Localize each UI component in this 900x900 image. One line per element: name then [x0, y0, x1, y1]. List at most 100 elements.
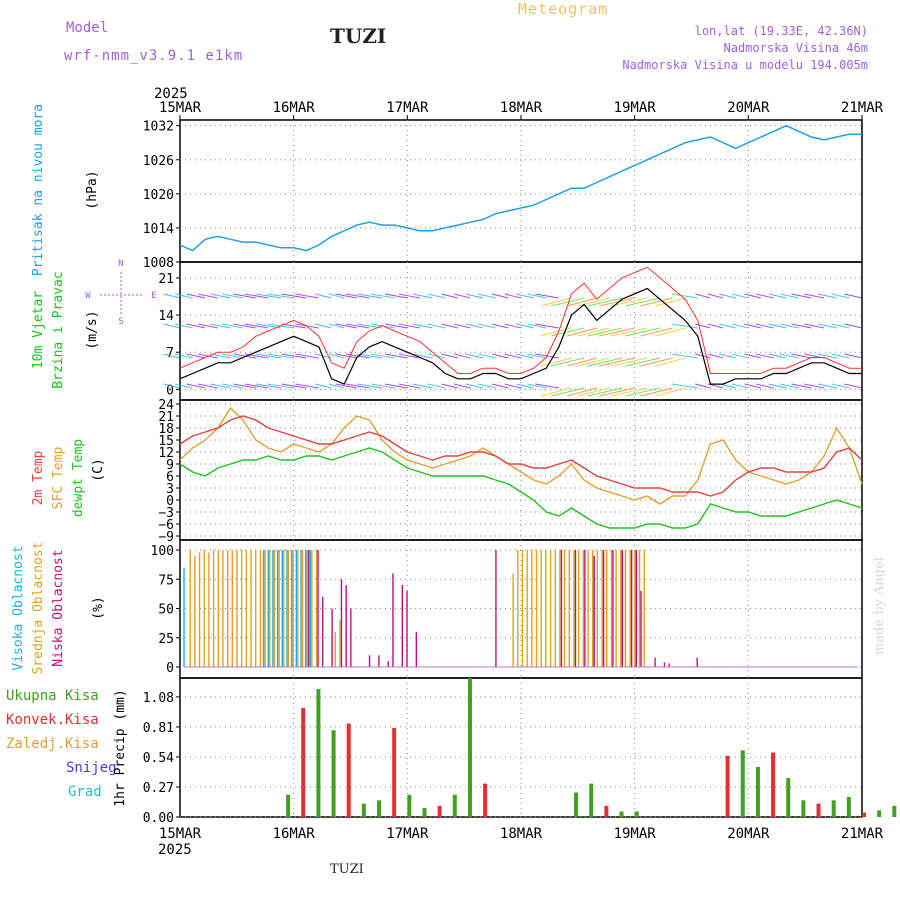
- wind-arrow-18-2: [384, 323, 408, 329]
- wind-arrow-2-0: [186, 383, 206, 389]
- pressure-line: [179, 124, 862, 252]
- wind-arrow-14-1: [335, 353, 357, 359]
- wind-arrow-28-0: [515, 383, 534, 389]
- wind-arrow-54-0: [844, 383, 863, 389]
- wind-arrow-8-1: [256, 353, 282, 359]
- wind-arrow-13-1: [328, 353, 345, 359]
- footer-station: TUZI: [330, 862, 364, 877]
- wind-arrow-14-0: [335, 383, 357, 389]
- wind-arrow-43-2: [707, 323, 724, 329]
- bottom-date-label-2: 17MAR: [386, 826, 429, 842]
- wind-arrow-54-1: [844, 353, 863, 359]
- wind-arrow-37-1: [610, 357, 648, 367]
- wind-arrow-21-2: [427, 323, 446, 329]
- precip-bar-22: [771, 752, 776, 817]
- wind-arrow-43-1: [707, 353, 724, 359]
- precip-tick-label-1: 0.27: [143, 781, 174, 796]
- wind-arrow-33-2: [567, 327, 597, 337]
- temp-tick-label-10: 21: [158, 410, 174, 425]
- wind-unit: (m/s): [85, 310, 100, 349]
- wind-arrow-30-3: [535, 293, 559, 299]
- wind-arrow-1-0: [174, 383, 193, 389]
- wind-arrow-9-3: [267, 293, 294, 299]
- wind-arrow-12-0: [315, 383, 332, 389]
- wind-arrow-19-2: [398, 323, 421, 329]
- wind-arrow-22-1: [441, 353, 458, 359]
- wind-arrow-1-2: [174, 323, 193, 329]
- wind-arrow-29-1: [527, 353, 547, 359]
- wind-arrow-48-0: [768, 383, 787, 389]
- wind-arrow-47-3: [755, 293, 774, 299]
- wind-arrow-24-0: [465, 383, 484, 389]
- wind-arrow-52-0: [817, 383, 837, 389]
- wind-arrow-18-0: [384, 383, 408, 389]
- precip-bar-2: [316, 689, 321, 817]
- temp-tick-label-6: 9: [166, 458, 174, 473]
- precip-bar-7: [392, 728, 397, 817]
- temp-tick-label-11: 24: [158, 398, 174, 413]
- wind-arrow-52-2: [817, 323, 837, 329]
- lonlat-label: lon,lat (19.33E, 42.36N): [694, 24, 868, 38]
- wind-arrow-19-0: [398, 383, 421, 389]
- precip-bar-29: [877, 810, 882, 817]
- wind-arrow-5-0: [221, 383, 244, 389]
- wind-arrow-53-1: [831, 353, 850, 359]
- wind-arrow-17-1: [371, 353, 395, 359]
- wind-arrow-29-3: [527, 293, 547, 299]
- wind-arrow-18-3: [384, 293, 408, 299]
- wind-arrow-40-1: [655, 357, 686, 367]
- wind-arrow-27-0: [504, 383, 522, 389]
- temp2m-line: [179, 415, 863, 497]
- wind-arrow-36-0: [598, 387, 635, 397]
- wind-arrow-25-3: [478, 293, 496, 299]
- product-title: Meteogram: [518, 0, 609, 18]
- wind-arrow-53-0: [831, 383, 850, 389]
- wind-arrow-11-1: [295, 353, 320, 359]
- wind-arrow-48-3: [768, 293, 787, 299]
- wind-arrow-50-3: [791, 293, 812, 299]
- wind-arrow-20-1: [412, 353, 433, 359]
- wind-arrow-47-0: [755, 383, 774, 389]
- wind-arrow-37-0: [610, 387, 648, 397]
- wind-arrow-38-2: [625, 327, 661, 337]
- wind-arrow-33-1: [567, 357, 597, 367]
- wind-arrow-41-2: [671, 323, 698, 329]
- wind-arrow-26-2: [491, 323, 509, 329]
- wind-arrow-10-0: [281, 383, 307, 389]
- wind-arrow-35-2: [587, 327, 623, 337]
- temp-tick-label-2: −3: [158, 506, 174, 521]
- wind-arrow-7-1: [244, 353, 269, 359]
- top-date-label-2: 17MAR: [386, 100, 429, 116]
- cloud-tick-label-1: 25: [158, 632, 174, 647]
- wind-arrow-44-1: [719, 353, 736, 359]
- wind-arrow-39-1: [640, 357, 673, 367]
- wind-arrow-6-3: [233, 293, 256, 299]
- pressure-axis-title: Pritisak na nivou mora: [31, 104, 46, 276]
- wind-arrow-27-2: [504, 323, 522, 329]
- wind-arrow-24-1: [465, 353, 484, 359]
- wind-arrow-40-0: [655, 387, 686, 397]
- precip-tick-label-3: 0.81: [143, 721, 174, 736]
- wind-arrow-42-0: [695, 383, 711, 389]
- wind-arrow-48-1: [768, 353, 787, 359]
- wind-arrow-14-2: [335, 323, 357, 329]
- compass-west: W: [85, 291, 91, 301]
- station-title: TUZI: [330, 24, 387, 48]
- temp-tick-label-1: −6: [158, 518, 174, 533]
- wind-arrow-43-3: [707, 293, 724, 299]
- pressure-tick-label-2: 1020: [143, 188, 174, 203]
- wind-arrow-3-2: [197, 323, 218, 329]
- wind-speed-line: [179, 287, 862, 385]
- wind-arrow-23-3: [453, 293, 471, 299]
- wind-arrow-34-2: [577, 327, 610, 337]
- wind-arrow-24-2: [465, 323, 484, 329]
- wind-arrow-8-0: [256, 383, 282, 389]
- wind-arrow-49-3: [779, 293, 799, 299]
- wind-arrow-28-2: [515, 323, 534, 329]
- wind-arrow-28-3: [515, 293, 534, 299]
- wind-arrow-17-0: [371, 383, 395, 389]
- wind-arrow-35-3: [587, 297, 623, 307]
- wind-arrow-50-1: [791, 353, 812, 359]
- wind-arrow-37-2: [610, 327, 648, 337]
- precip-bar-25: [816, 803, 821, 817]
